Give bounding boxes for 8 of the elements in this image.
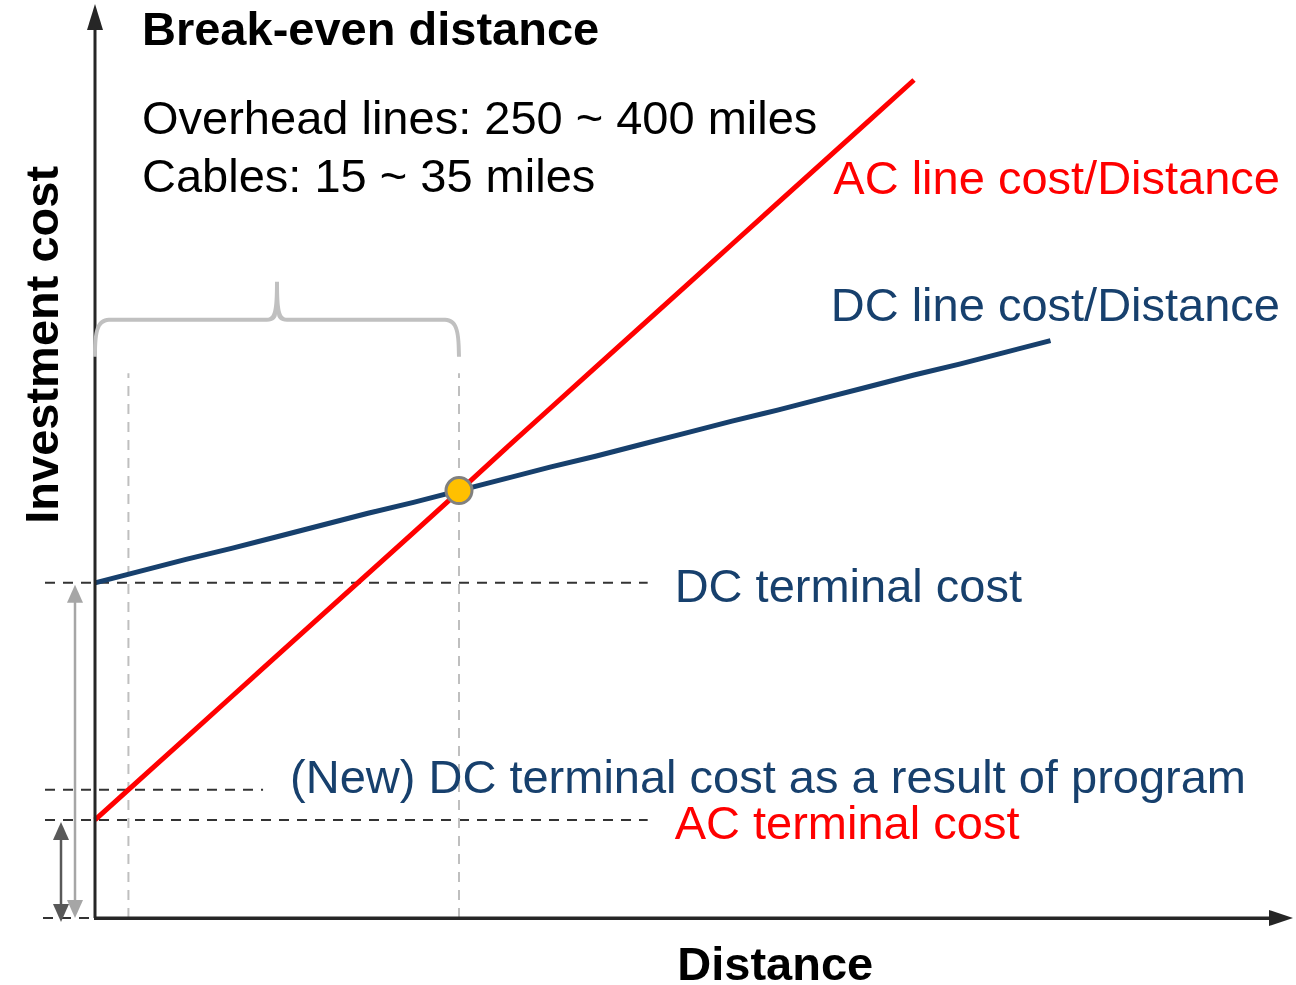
ref-line-label: DC terminal cost (674, 558, 1023, 612)
annotation: Cables: 15 ~ 35 miles (142, 149, 596, 202)
y-axis-title: Investment cost (15, 165, 68, 524)
x-axis-title: Distance (677, 937, 874, 985)
series-label: AC line cost/Distance (833, 150, 1280, 204)
series-label: DC line cost/Distance (830, 277, 1280, 331)
chart-title: Break-even distance (142, 2, 600, 55)
annotation: Overhead lines: 250 ~ 400 miles (142, 91, 818, 144)
